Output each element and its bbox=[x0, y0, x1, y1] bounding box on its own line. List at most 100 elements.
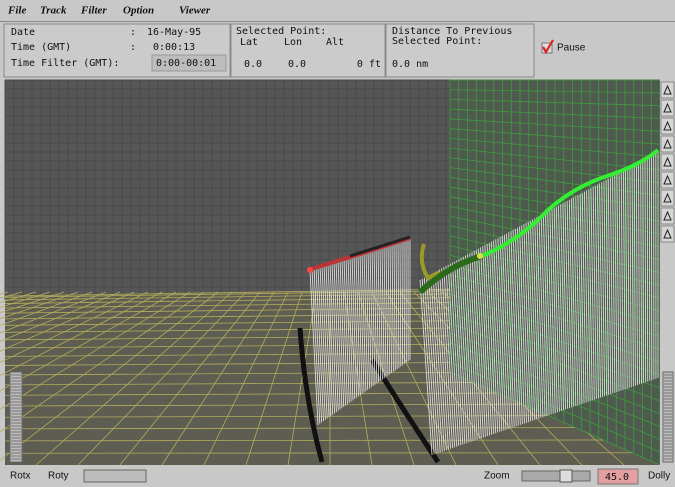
distance-title-2: Selected Point: bbox=[392, 36, 482, 47]
lat-label: Lat bbox=[240, 37, 258, 48]
curtain-line bbox=[503, 234, 513, 428]
curtain-line bbox=[488, 242, 499, 433]
floor-grid bbox=[0, 291, 107, 334]
curtain-line bbox=[462, 256, 474, 442]
curtain-line bbox=[603, 181, 608, 396]
menu-track[interactable]: Track bbox=[40, 5, 67, 17]
curtain-line bbox=[618, 172, 622, 391]
curtain-line bbox=[625, 169, 628, 389]
curtain-line bbox=[379, 247, 383, 380]
curtain-line bbox=[357, 254, 363, 394]
curtain-line bbox=[499, 236, 509, 430]
time-value: 0:00:13 bbox=[153, 42, 195, 53]
curtain-line bbox=[480, 247, 490, 436]
bottom-bar bbox=[0, 465, 675, 487]
side-grid bbox=[449, 118, 661, 132]
side-grid bbox=[449, 254, 661, 312]
curtain-line bbox=[549, 210, 556, 414]
curtain-line bbox=[478, 248, 488, 437]
curtain-line bbox=[597, 184, 601, 398]
side-grid bbox=[449, 89, 661, 94]
side-grid bbox=[449, 138, 661, 158]
curtain-line bbox=[534, 218, 542, 418]
floor-grid bbox=[4, 427, 661, 430]
curtain-line bbox=[327, 264, 335, 414]
floor-grid bbox=[77, 291, 247, 466]
track-yellow bbox=[419, 243, 441, 281]
curtain-line bbox=[497, 238, 507, 430]
floor-grid bbox=[245, 291, 303, 466]
floor-grid bbox=[119, 291, 261, 466]
date-sep: : bbox=[130, 27, 136, 38]
distance-title-1: Distance To Previous bbox=[392, 26, 512, 37]
floor-grid bbox=[0, 291, 149, 363]
curtain-line bbox=[383, 246, 387, 377]
curtain-line bbox=[562, 203, 568, 409]
curtain-line bbox=[359, 253, 365, 393]
pause-checkbox[interactable] bbox=[541, 42, 553, 54]
curtain-line bbox=[601, 182, 605, 397]
curtain-line bbox=[605, 179, 610, 395]
menu-bar bbox=[0, 0, 675, 22]
curtain-line bbox=[493, 240, 503, 432]
curtain-line bbox=[510, 231, 519, 426]
curtain-line bbox=[397, 241, 400, 368]
floor-grid bbox=[35, 291, 233, 466]
pause-check bbox=[542, 39, 554, 55]
curtain-line bbox=[523, 224, 532, 422]
roty-wheel[interactable] bbox=[83, 469, 147, 483]
curtain-line bbox=[339, 260, 346, 406]
curtain-line bbox=[391, 243, 394, 372]
curtain-line bbox=[395, 242, 398, 370]
menu-option[interactable]: Option bbox=[123, 5, 154, 17]
curtain-line bbox=[385, 245, 389, 376]
curtain-line bbox=[387, 245, 391, 375]
curtain-line bbox=[635, 163, 638, 386]
curtain-line bbox=[430, 274, 443, 452]
curtain-line bbox=[631, 165, 634, 387]
curtain-line bbox=[381, 246, 385, 379]
curtain-line bbox=[484, 245, 495, 435]
tool-button bbox=[660, 189, 675, 207]
zoom-field[interactable] bbox=[597, 468, 639, 485]
curtain-line bbox=[309, 269, 319, 426]
curtain-line bbox=[315, 268, 324, 422]
tool-glyph bbox=[663, 192, 672, 203]
curtain-line bbox=[399, 241, 402, 367]
curtain-line bbox=[373, 249, 378, 384]
side-grid bbox=[449, 342, 661, 427]
tool-glyph bbox=[663, 210, 672, 221]
roty-label: Roty bbox=[48, 471, 69, 482]
curtain-line bbox=[432, 272, 445, 451]
zoom-slider[interactable] bbox=[521, 470, 591, 482]
curtain-line bbox=[375, 248, 380, 383]
floor-grid bbox=[287, 291, 317, 466]
side-grid bbox=[449, 167, 661, 196]
curtain-line bbox=[536, 217, 544, 418]
floor-grid bbox=[371, 291, 457, 466]
pause-label[interactable]: Pause bbox=[557, 43, 586, 54]
menu-viewer[interactable]: Viewer bbox=[179, 5, 211, 17]
menu-file[interactable]: File bbox=[7, 5, 26, 17]
curtain-line bbox=[371, 250, 376, 385]
tool-glyph bbox=[663, 102, 672, 113]
date-label: Date bbox=[11, 27, 35, 38]
curtain-line bbox=[436, 270, 449, 450]
filter-field[interactable] bbox=[151, 54, 227, 72]
zoom-thumb[interactable] bbox=[559, 469, 573, 483]
curtain-line bbox=[584, 191, 589, 402]
lon-value: 0.0 bbox=[288, 59, 306, 70]
curtain-line bbox=[555, 206, 562, 411]
tool-glyph bbox=[663, 84, 672, 95]
alt-label: Alt bbox=[326, 37, 344, 48]
floor-grid bbox=[0, 291, 163, 376]
distance-value: 0.0 nm bbox=[392, 59, 428, 70]
curtain-line bbox=[486, 243, 497, 434]
curtain-line bbox=[389, 244, 392, 374]
zoom-label: Zoom bbox=[484, 471, 510, 482]
curtain-line bbox=[547, 211, 554, 414]
curtain-line bbox=[560, 204, 566, 410]
curtain-line bbox=[421, 278, 435, 455]
curtain-line bbox=[329, 263, 337, 413]
menu-filter[interactable]: Filter bbox=[80, 5, 107, 17]
